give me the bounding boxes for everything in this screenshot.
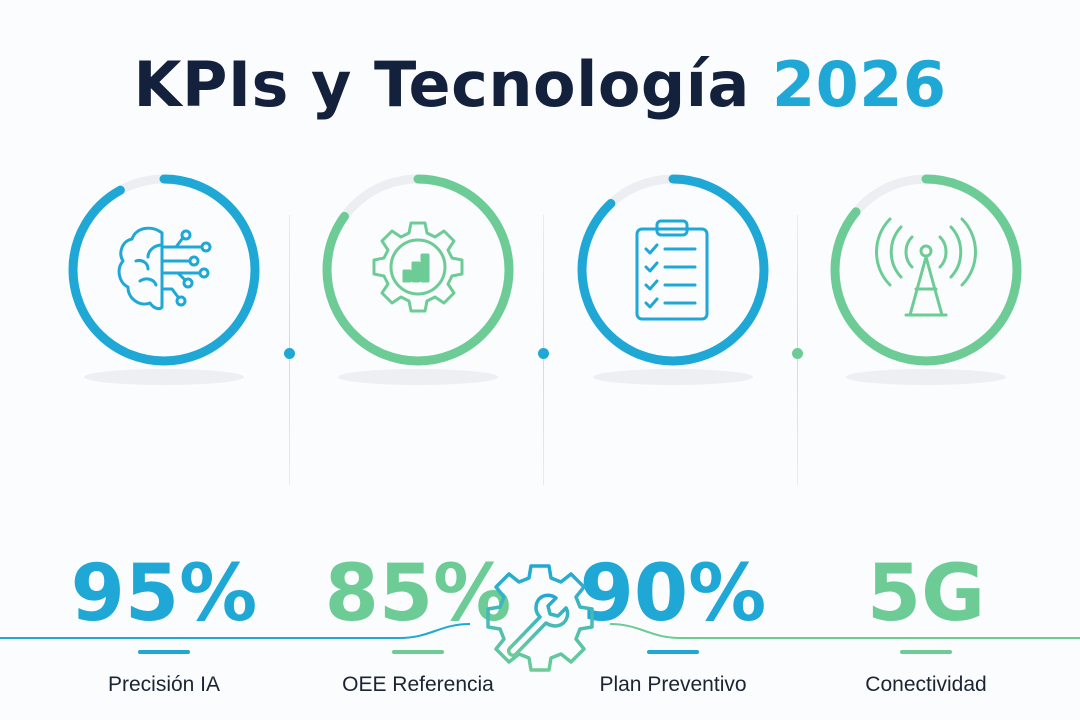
footer-decoration xyxy=(0,564,1080,672)
kpi-card-connectivity: 5G Conectividad xyxy=(806,165,1046,696)
kpi-card-precision: 95% Precisión IA xyxy=(44,165,284,696)
brain-circuit-icon xyxy=(117,226,212,311)
antenna-signal-icon xyxy=(875,217,977,317)
title-main: KPIs y Tecnología xyxy=(133,48,750,121)
kpi-value: 90% xyxy=(579,549,767,639)
title-year: 2026 xyxy=(771,48,947,121)
kpi-underline xyxy=(900,650,952,654)
gear-chart-icon xyxy=(372,221,464,313)
kpi-label: Precisión IA xyxy=(107,673,221,696)
clipboard-checklist-icon xyxy=(635,219,709,321)
kpi-card-oee: 85% OEE Referencia xyxy=(298,165,538,696)
kpi-label: Conectividad xyxy=(865,673,987,696)
kpi-underline xyxy=(392,650,444,654)
divider-dot xyxy=(792,348,803,359)
progress-ring xyxy=(830,174,1022,385)
divider xyxy=(284,215,295,485)
kpi-value: 95% xyxy=(70,549,258,639)
divider-dot xyxy=(284,348,295,359)
divider-dot xyxy=(538,348,549,359)
kpi-label: Plan Preventivo xyxy=(599,673,747,696)
progress-ring xyxy=(577,174,769,385)
kpi-card-plan: 90% Plan Preventivo xyxy=(553,165,793,696)
kpi-value: 5G xyxy=(866,549,986,639)
kpi-value: 85% xyxy=(324,549,512,639)
page-title: KPIs y Tecnología 2026 xyxy=(0,48,1080,121)
progress-ring xyxy=(68,174,260,385)
gear-wrench-icon xyxy=(486,564,594,672)
kpi-underline xyxy=(138,650,190,654)
divider xyxy=(538,215,549,485)
progress-ring xyxy=(322,174,514,385)
divider xyxy=(792,215,803,485)
kpi-label: OEE Referencia xyxy=(342,673,494,696)
kpi-underline xyxy=(647,650,699,654)
